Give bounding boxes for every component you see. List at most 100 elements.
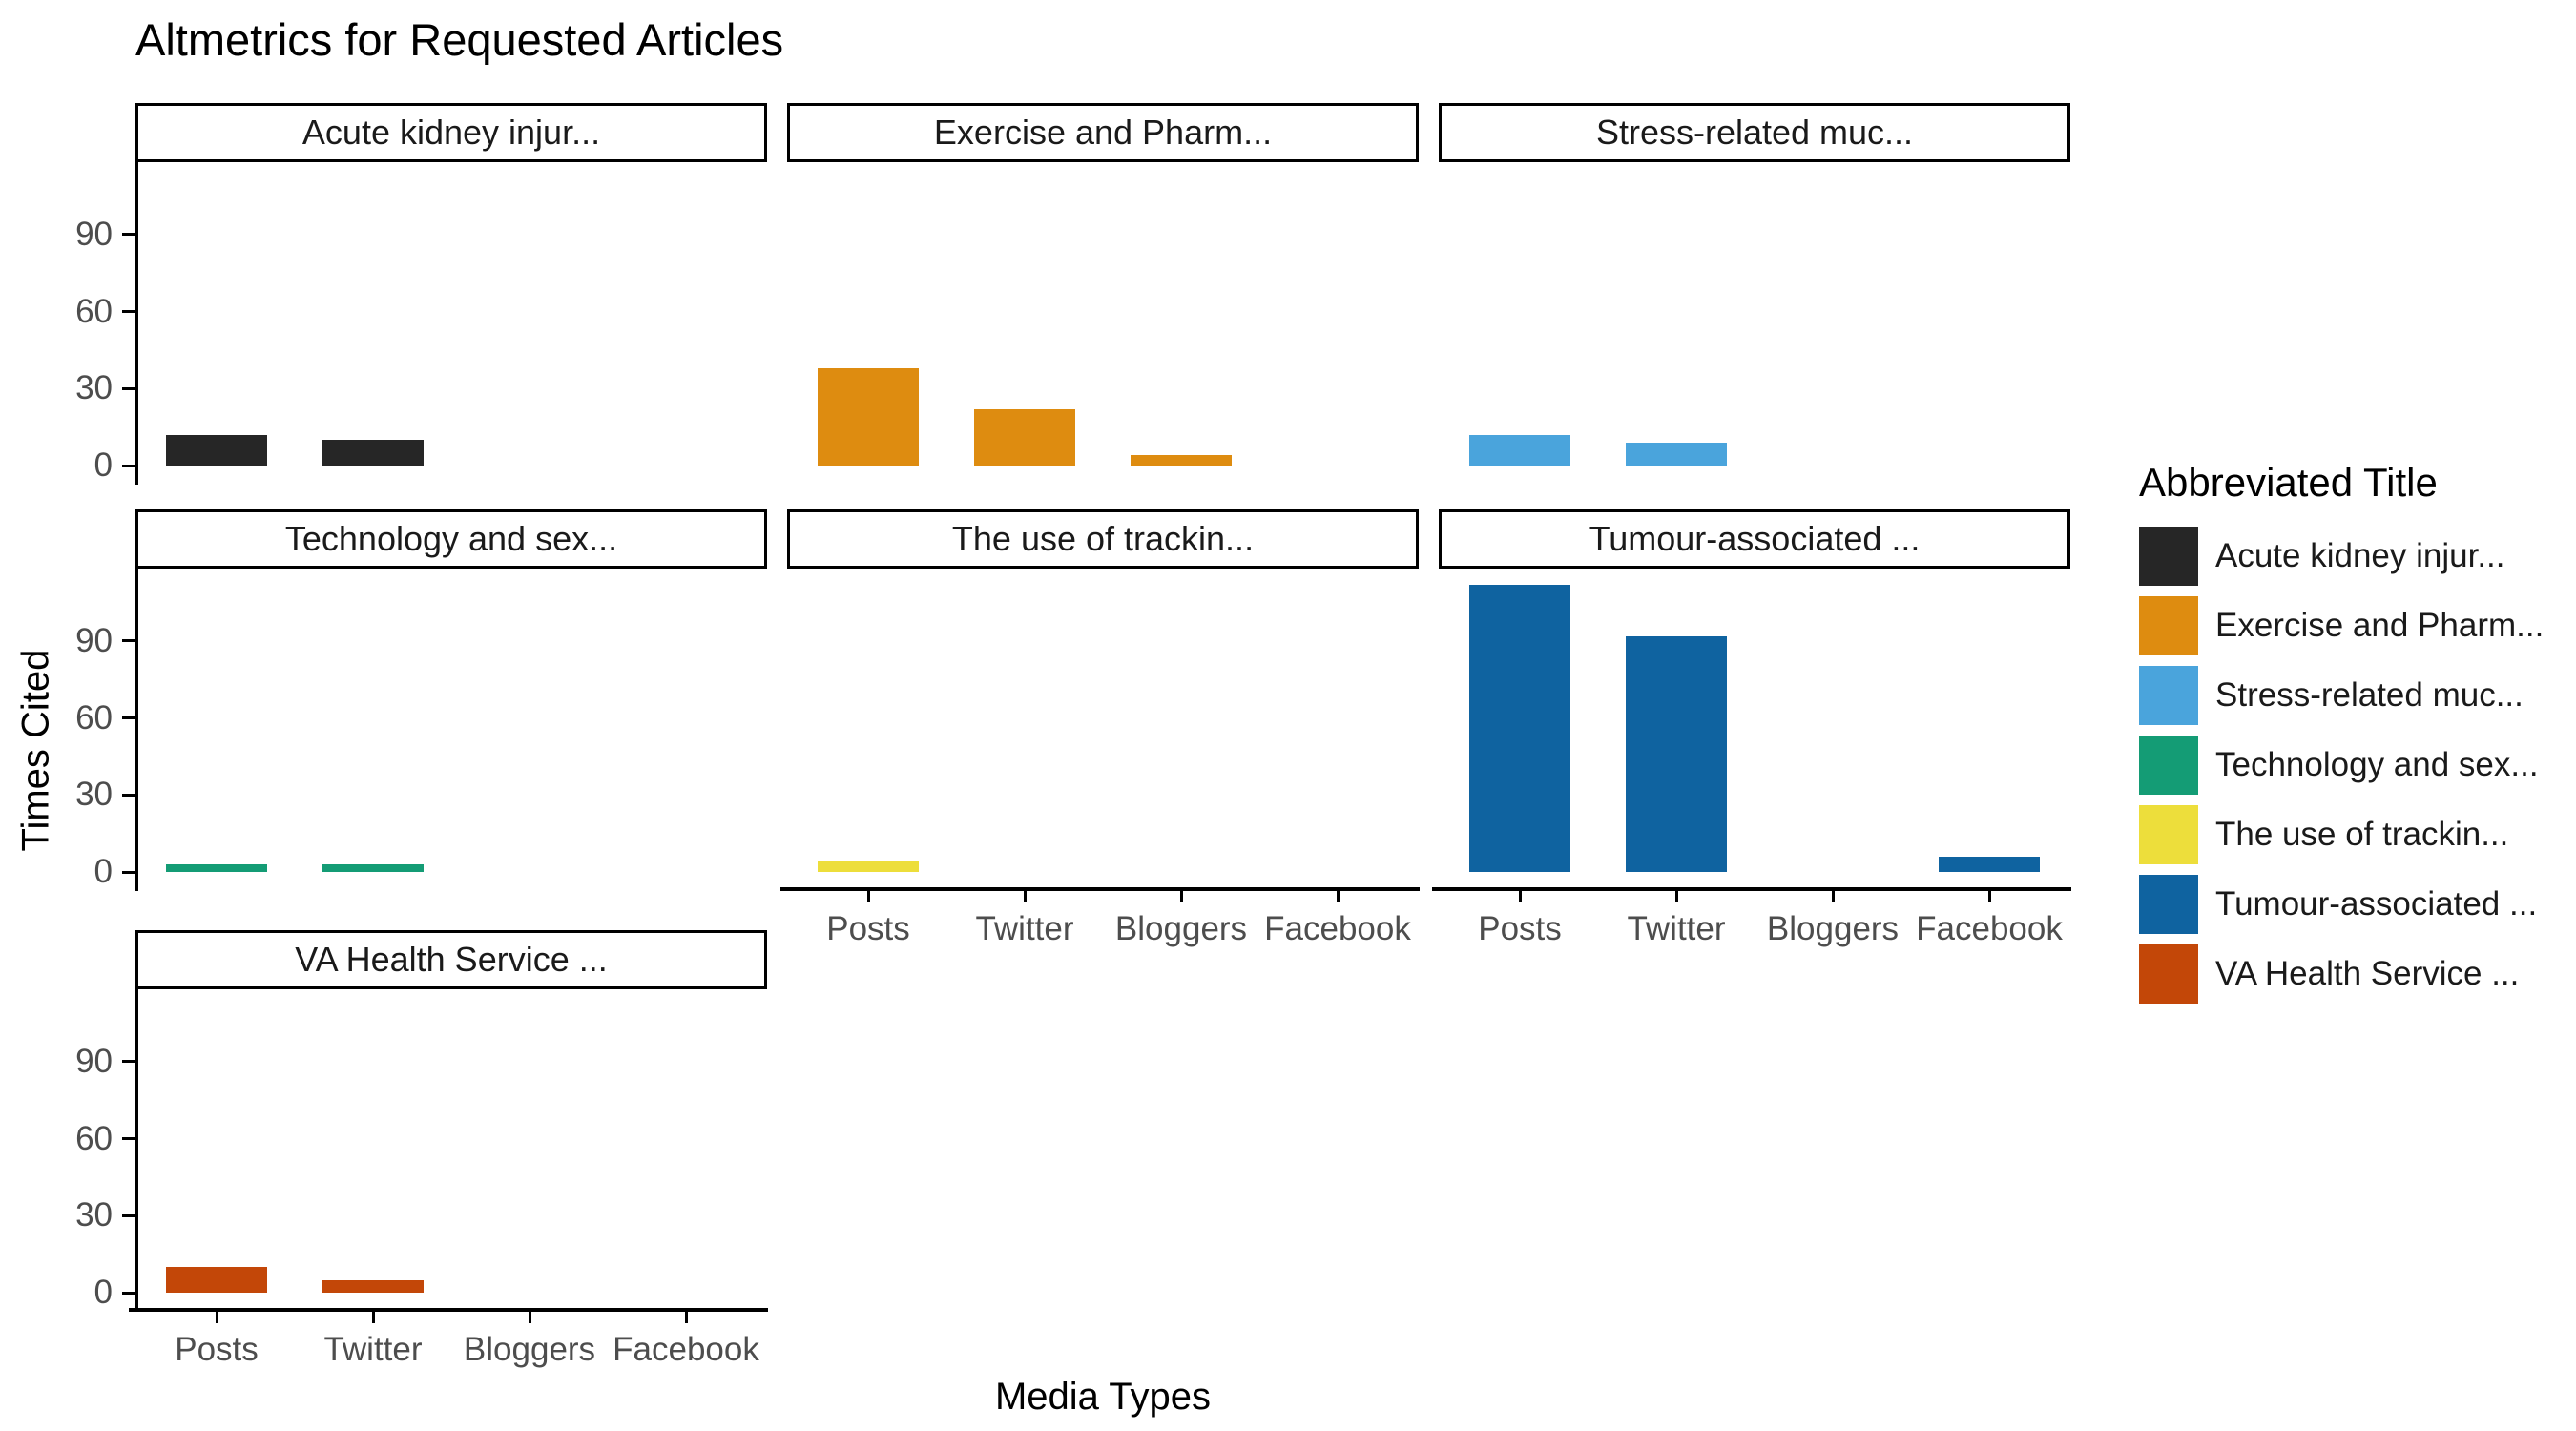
bar <box>974 408 1075 466</box>
legend-item: Stress-related muc... <box>2139 666 2544 725</box>
facet-strip: Technology and sex... <box>135 509 767 569</box>
x-axis-tick-label: Twitter <box>975 910 1074 947</box>
y-axis-tick-label: 30 <box>75 1196 113 1234</box>
x-axis-tick <box>1831 891 1835 902</box>
bar <box>818 367 919 466</box>
x-axis-tick <box>1674 891 1678 902</box>
y-axis-title: Times Cited <box>14 649 57 852</box>
legend-item-label: VA Health Service ... <box>2215 955 2520 992</box>
x-axis-line <box>129 1308 768 1312</box>
facet-strip: Tumour-associated ... <box>1439 509 2070 569</box>
y-axis-tick-label: 60 <box>75 698 113 736</box>
x-axis-tick <box>1179 891 1183 902</box>
x-axis-tick-label: Bloggers <box>1766 910 1900 947</box>
facet-strip: Stress-related muc... <box>1439 103 2070 162</box>
x-axis-tick <box>866 891 870 902</box>
y-axis-tick-label: 30 <box>75 369 113 407</box>
x-axis-tick <box>1987 891 1991 902</box>
bar <box>1469 584 1570 872</box>
legend-item-label: The use of trackin... <box>2215 816 2509 853</box>
x-axis-tick <box>1518 891 1522 902</box>
legend-swatch <box>2139 736 2198 795</box>
y-axis-tick <box>122 233 135 237</box>
y-axis-tick-label: 90 <box>75 621 113 659</box>
y-axis-tick <box>122 1137 135 1141</box>
facet-strip: Exercise and Pharm... <box>787 103 1419 162</box>
legend-title: Abbreviated Title <box>2139 460 2438 505</box>
bar <box>166 1267 267 1293</box>
x-axis-tick <box>1336 891 1340 902</box>
legend-swatch <box>2139 805 2198 864</box>
legend-item-label: Tumour-associated ... <box>2215 885 2538 923</box>
legend-item-label: Technology and sex... <box>2215 746 2539 783</box>
legend-item: The use of trackin... <box>2139 805 2544 864</box>
facet-panel <box>1442 569 2067 887</box>
x-axis-tick-label: Posts <box>175 1331 259 1368</box>
x-axis-tick-label: Facebook <box>613 1331 759 1368</box>
facet-strip-label: Tumour-associated ... <box>1589 519 1921 558</box>
y-axis-line <box>135 162 138 485</box>
x-axis-line <box>780 887 1420 891</box>
y-axis-tick-label: 60 <box>75 292 113 330</box>
y-axis-tick-label: 0 <box>93 446 113 484</box>
legend-swatch <box>2139 875 2198 934</box>
legend-swatch <box>2139 666 2198 725</box>
x-axis-tick <box>215 1312 218 1323</box>
y-axis-tick <box>122 1213 135 1217</box>
y-axis-line <box>135 569 138 891</box>
legend-item: Exercise and Pharm... <box>2139 596 2544 655</box>
x-axis-line <box>1432 887 2071 891</box>
facet-strip-label: Exercise and Pharm... <box>933 113 1273 152</box>
bar <box>1131 455 1232 466</box>
legend: Abbreviated Title Acute kidney injur... E… <box>2139 460 2544 1014</box>
chart-title: Altmetrics for Requested Articles <box>135 14 784 65</box>
y-axis-tick <box>122 1060 135 1064</box>
legend-item: VA Health Service ... <box>2139 944 2544 1004</box>
y-axis-tick <box>122 639 135 643</box>
bar <box>1626 442 1727 466</box>
facet-strip-label: Technology and sex... <box>284 519 618 558</box>
x-axis-tick-label: Posts <box>826 910 910 947</box>
x-axis-tick <box>684 1312 688 1323</box>
facet-strip-label: Stress-related muc... <box>1595 113 1914 152</box>
y-axis-tick-label: 0 <box>93 853 113 890</box>
y-axis-line <box>135 989 138 1312</box>
bar <box>322 440 424 466</box>
y-axis-tick <box>122 386 135 390</box>
y-axis-tick-label: 90 <box>75 1042 113 1080</box>
x-axis-tick-label: Bloggers <box>463 1331 596 1368</box>
y-axis-tick <box>122 310 135 314</box>
facet-strip-label: VA Health Service ... <box>295 940 608 979</box>
legend-item-label: Exercise and Pharm... <box>2215 607 2545 644</box>
facet-strip-label: The use of trackin... <box>951 519 1255 558</box>
facet-panel <box>138 569 764 887</box>
x-axis-tick-label: Posts <box>1478 910 1562 947</box>
x-axis-tick <box>1023 891 1027 902</box>
facet-panel <box>790 569 1416 887</box>
legend-item: Technology and sex... <box>2139 736 2544 795</box>
legend-item: Acute kidney injur... <box>2139 527 2544 586</box>
facet-panel <box>790 162 1416 481</box>
facet-strip: Acute kidney injur... <box>135 103 767 162</box>
y-axis-tick-label: 30 <box>75 776 113 814</box>
bar <box>166 863 267 872</box>
y-axis-tick-label: 60 <box>75 1119 113 1157</box>
facet-panel <box>138 162 764 481</box>
bar <box>1469 434 1570 466</box>
legend-item: Tumour-associated ... <box>2139 875 2544 934</box>
legend-swatch <box>2139 596 2198 655</box>
facet-panel <box>138 989 764 1308</box>
y-axis-tick <box>122 793 135 797</box>
bar <box>1939 856 2040 872</box>
bar <box>818 861 919 872</box>
legend-item-label: Stress-related muc... <box>2215 676 2524 714</box>
y-axis-tick-label: 0 <box>93 1274 113 1311</box>
facet-strip-label: Acute kidney injur... <box>301 113 601 152</box>
y-axis-tick <box>122 870 135 874</box>
y-axis-tick-label: 90 <box>75 215 113 253</box>
bar <box>1626 635 1727 872</box>
x-axis-title: Media Types <box>994 1376 1212 1418</box>
bar <box>322 1279 424 1293</box>
facet-strip: The use of trackin... <box>787 509 1419 569</box>
